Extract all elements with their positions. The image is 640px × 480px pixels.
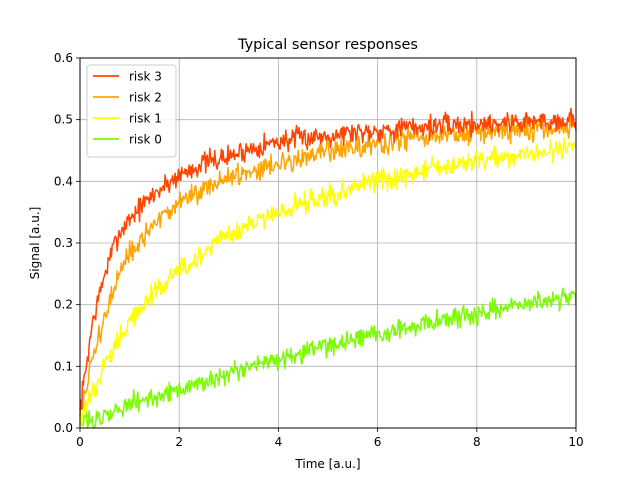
y-tick-label: 0.2 bbox=[54, 298, 73, 312]
y-tick-label: 0.3 bbox=[54, 236, 73, 250]
x-tick-label: 2 bbox=[175, 435, 183, 449]
x-tick-label: 0 bbox=[76, 435, 84, 449]
legend-label: risk 3 bbox=[129, 70, 162, 84]
y-tick-label: 0.1 bbox=[54, 359, 73, 373]
y-tick-label: 0.6 bbox=[54, 51, 73, 65]
x-tick-label: 10 bbox=[568, 435, 583, 449]
x-tick-label: 4 bbox=[275, 435, 283, 449]
axis-ticks: 0 2 4 6 8 10 0.0 0.1 0.2 0.3 0.4 0.5 0.6 bbox=[54, 51, 584, 449]
legend-label: risk 1 bbox=[129, 112, 162, 126]
legend-label: risk 2 bbox=[129, 91, 162, 105]
x-tick-label: 6 bbox=[374, 435, 382, 449]
x-axis-label: Time [a.u.] bbox=[294, 457, 360, 471]
y-tick-label: 0.5 bbox=[54, 113, 73, 127]
y-tick-label: 0.0 bbox=[54, 421, 73, 435]
series-line-risk-1 bbox=[79, 136, 577, 428]
series-line-risk-0 bbox=[79, 287, 577, 429]
chart-title: Typical sensor responses bbox=[237, 37, 418, 53]
legend-label: risk 0 bbox=[129, 133, 162, 147]
legend: risk 3 risk 2 risk 1 risk 0 bbox=[86, 64, 177, 158]
series-lines bbox=[79, 107, 577, 429]
series-line-risk-3 bbox=[79, 107, 577, 411]
y-axis-label: Signal [a.u.] bbox=[28, 207, 42, 280]
grid-lines bbox=[79, 57, 577, 429]
y-tick-label: 0.4 bbox=[54, 174, 73, 188]
legend-box bbox=[86, 64, 177, 158]
x-tick-label: 8 bbox=[473, 435, 481, 449]
